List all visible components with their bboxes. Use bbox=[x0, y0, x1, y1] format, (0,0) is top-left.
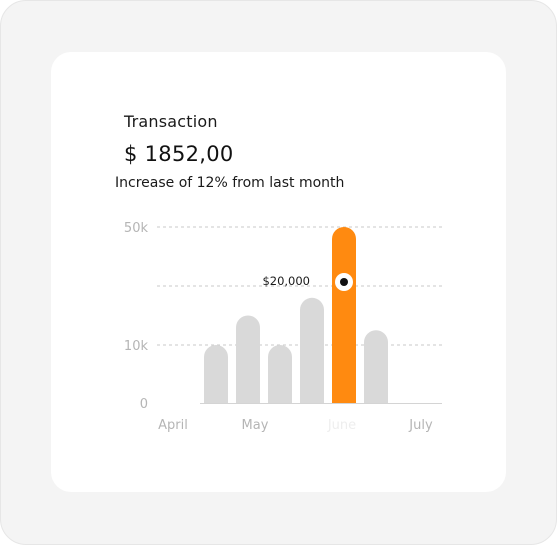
bar-0 bbox=[204, 345, 228, 403]
transaction-card bbox=[51, 52, 506, 492]
bar-highlight bbox=[332, 227, 356, 403]
growth-subtitle: Increase of 12% from last month bbox=[115, 175, 345, 191]
bar-5 bbox=[364, 330, 389, 403]
bar-3 bbox=[300, 297, 324, 403]
tooltip-value-label: $20,000 bbox=[262, 274, 310, 288]
bar-2 bbox=[268, 345, 292, 403]
tooltip-marker-dot bbox=[340, 278, 348, 286]
x-tick-label-0: April bbox=[158, 418, 188, 433]
y-tick-label-1: 10k bbox=[124, 339, 149, 354]
y-tick-label-0: 0 bbox=[140, 397, 148, 412]
y-tick-label-2: 50k bbox=[124, 221, 149, 236]
transaction-amount: $ 1852,00 bbox=[124, 142, 234, 166]
x-tick-label-3: July bbox=[408, 418, 433, 433]
x-tick-label-1: May bbox=[242, 418, 269, 433]
bar-1 bbox=[236, 315, 260, 403]
card-title: Transaction bbox=[124, 112, 218, 131]
x-tick-label-2: June bbox=[327, 418, 356, 433]
